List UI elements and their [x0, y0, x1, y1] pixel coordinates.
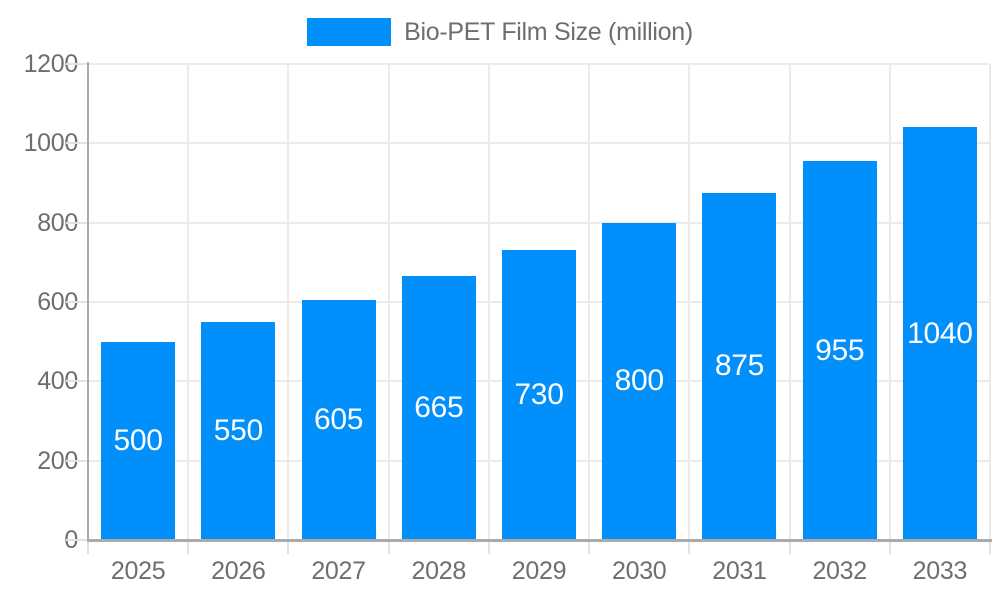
x-axis-line: [87, 539, 992, 542]
x-gridline: [487, 64, 490, 540]
x-axis-tick: [888, 540, 891, 554]
y-axis-tick: [66, 539, 88, 541]
bar-value-label: 730: [514, 378, 564, 412]
x-axis-tick: [989, 540, 991, 554]
y-gridline: [88, 221, 990, 224]
x-gridline: [187, 64, 190, 540]
x-axis-tick: [688, 540, 691, 554]
bar-value-label: 500: [113, 423, 163, 457]
x-axis-tick: [287, 540, 290, 554]
x-axis-tick-label: 2030: [612, 557, 667, 585]
x-gridline: [788, 64, 791, 540]
bar-2030[interactable]: [602, 222, 677, 540]
bar-2025[interactable]: [101, 341, 176, 540]
x-axis-tick-label: 2029: [511, 557, 567, 585]
x-axis-tick-label: 2027: [311, 557, 366, 585]
y-axis-line: [87, 62, 89, 540]
y-axis-tick: [66, 221, 88, 224]
x-gridline: [888, 64, 891, 540]
x-axis-tick: [87, 540, 89, 554]
bar-2031[interactable]: [702, 192, 777, 540]
x-gridline: [287, 64, 290, 540]
x-axis-tick-label: 2032: [812, 557, 867, 585]
bar-value-label: 605: [313, 403, 364, 436]
y-axis-tick: [66, 380, 88, 383]
y-axis-tick: [66, 459, 88, 462]
bar-value-label: 665: [414, 391, 464, 425]
bar-2033[interactable]: [902, 127, 977, 540]
y-gridline: [88, 142, 990, 145]
y-gridline: [88, 63, 990, 65]
legend-swatch[interactable]: [307, 18, 392, 46]
x-axis-tick: [588, 540, 591, 554]
bar-2029[interactable]: [502, 250, 576, 540]
x-axis-tick: [187, 540, 190, 554]
bar-value-label: 800: [614, 364, 664, 398]
bar-2032[interactable]: [802, 161, 877, 540]
x-gridline: [588, 64, 591, 540]
x-axis-tick-label: 2031: [712, 557, 767, 585]
bar-value-label: 875: [714, 349, 765, 383]
x-axis-tick-label: 2028: [411, 557, 467, 585]
x-axis-tick: [387, 540, 390, 554]
bar-value-label: 955: [815, 333, 865, 367]
y-axis-tick: [66, 301, 88, 303]
x-gridline: [387, 64, 390, 540]
bar-2028[interactable]: [401, 276, 476, 540]
x-gridline: [688, 64, 691, 540]
x-gridline: [989, 64, 991, 540]
x-axis-tick: [788, 540, 791, 554]
x-axis-tick-label: 2033: [912, 557, 968, 585]
x-axis-tick: [487, 540, 490, 554]
bar-2026[interactable]: [201, 321, 276, 540]
x-axis-tick-label: 2025: [110, 557, 166, 585]
y-axis-tick: [66, 142, 88, 145]
bar-value-label: 1040: [907, 316, 973, 350]
legend-label: Bio-PET Film Size (million): [404, 17, 693, 46]
legend[interactable]: Bio-PET Film Size (million): [0, 16, 1000, 48]
bar-value-label: 550: [213, 413, 263, 447]
bar-2027[interactable]: [301, 300, 376, 540]
x-axis-tick-label: 2026: [211, 557, 266, 585]
y-axis-tick: [66, 63, 88, 65]
